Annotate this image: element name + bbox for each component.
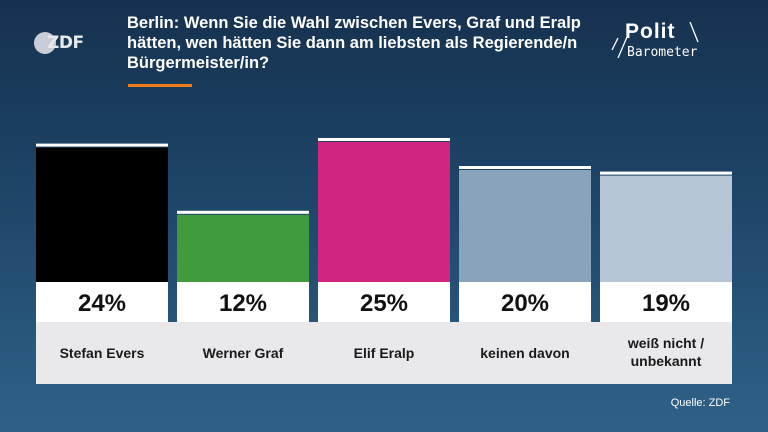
bar-1 [36,147,168,282]
value-box-2 [177,282,309,322]
title-accent-rule [128,84,192,87]
category-label-band [36,322,732,384]
bar-3 [318,142,450,282]
data-label-2: 12% [219,290,267,317]
zdf-logo-text: ZDF [47,33,84,53]
value-box-3 [318,282,450,322]
source-note: Quelle: ZDF [670,397,730,409]
politbarometer-logo: Polit Barometer [608,20,728,70]
value-box-5 [600,282,732,322]
bar-cap-1 [36,143,168,147]
category-label-1: Stefan Evers [60,345,145,361]
category-label-4: keinen davon [480,345,569,361]
data-label-1: 24% [78,290,126,317]
bar-cap-5 [600,171,732,175]
politbarometer-logo-lines [611,21,699,59]
category-label-5: weiß nicht / unbekannt [627,335,704,369]
bar-cap-3 [318,138,450,141]
bar-2 [177,214,309,282]
data-label-3: 25% [360,290,408,317]
bar-cap-4 [459,166,591,169]
data-label-4: 20% [501,290,549,317]
data-label-5: 19% [642,290,690,317]
bar-cap-2 [177,210,309,214]
value-box-4 [459,282,591,322]
zdf-logo-disc [34,32,56,54]
bar-5 [600,175,732,282]
category-label-3: Elif Eralp [354,345,415,361]
politbarometer-logo-line1: Polit [625,20,676,43]
category-label-2: Werner Graf [203,345,284,361]
value-box-1 [36,282,168,322]
politbarometer-logo-line2: Barometer [627,45,698,60]
zdf-logo: ZDF [34,30,94,60]
bar-4 [459,170,591,282]
chart-title: Berlin: Wenn Sie die Wahl zwischen Evers… [127,14,581,72]
